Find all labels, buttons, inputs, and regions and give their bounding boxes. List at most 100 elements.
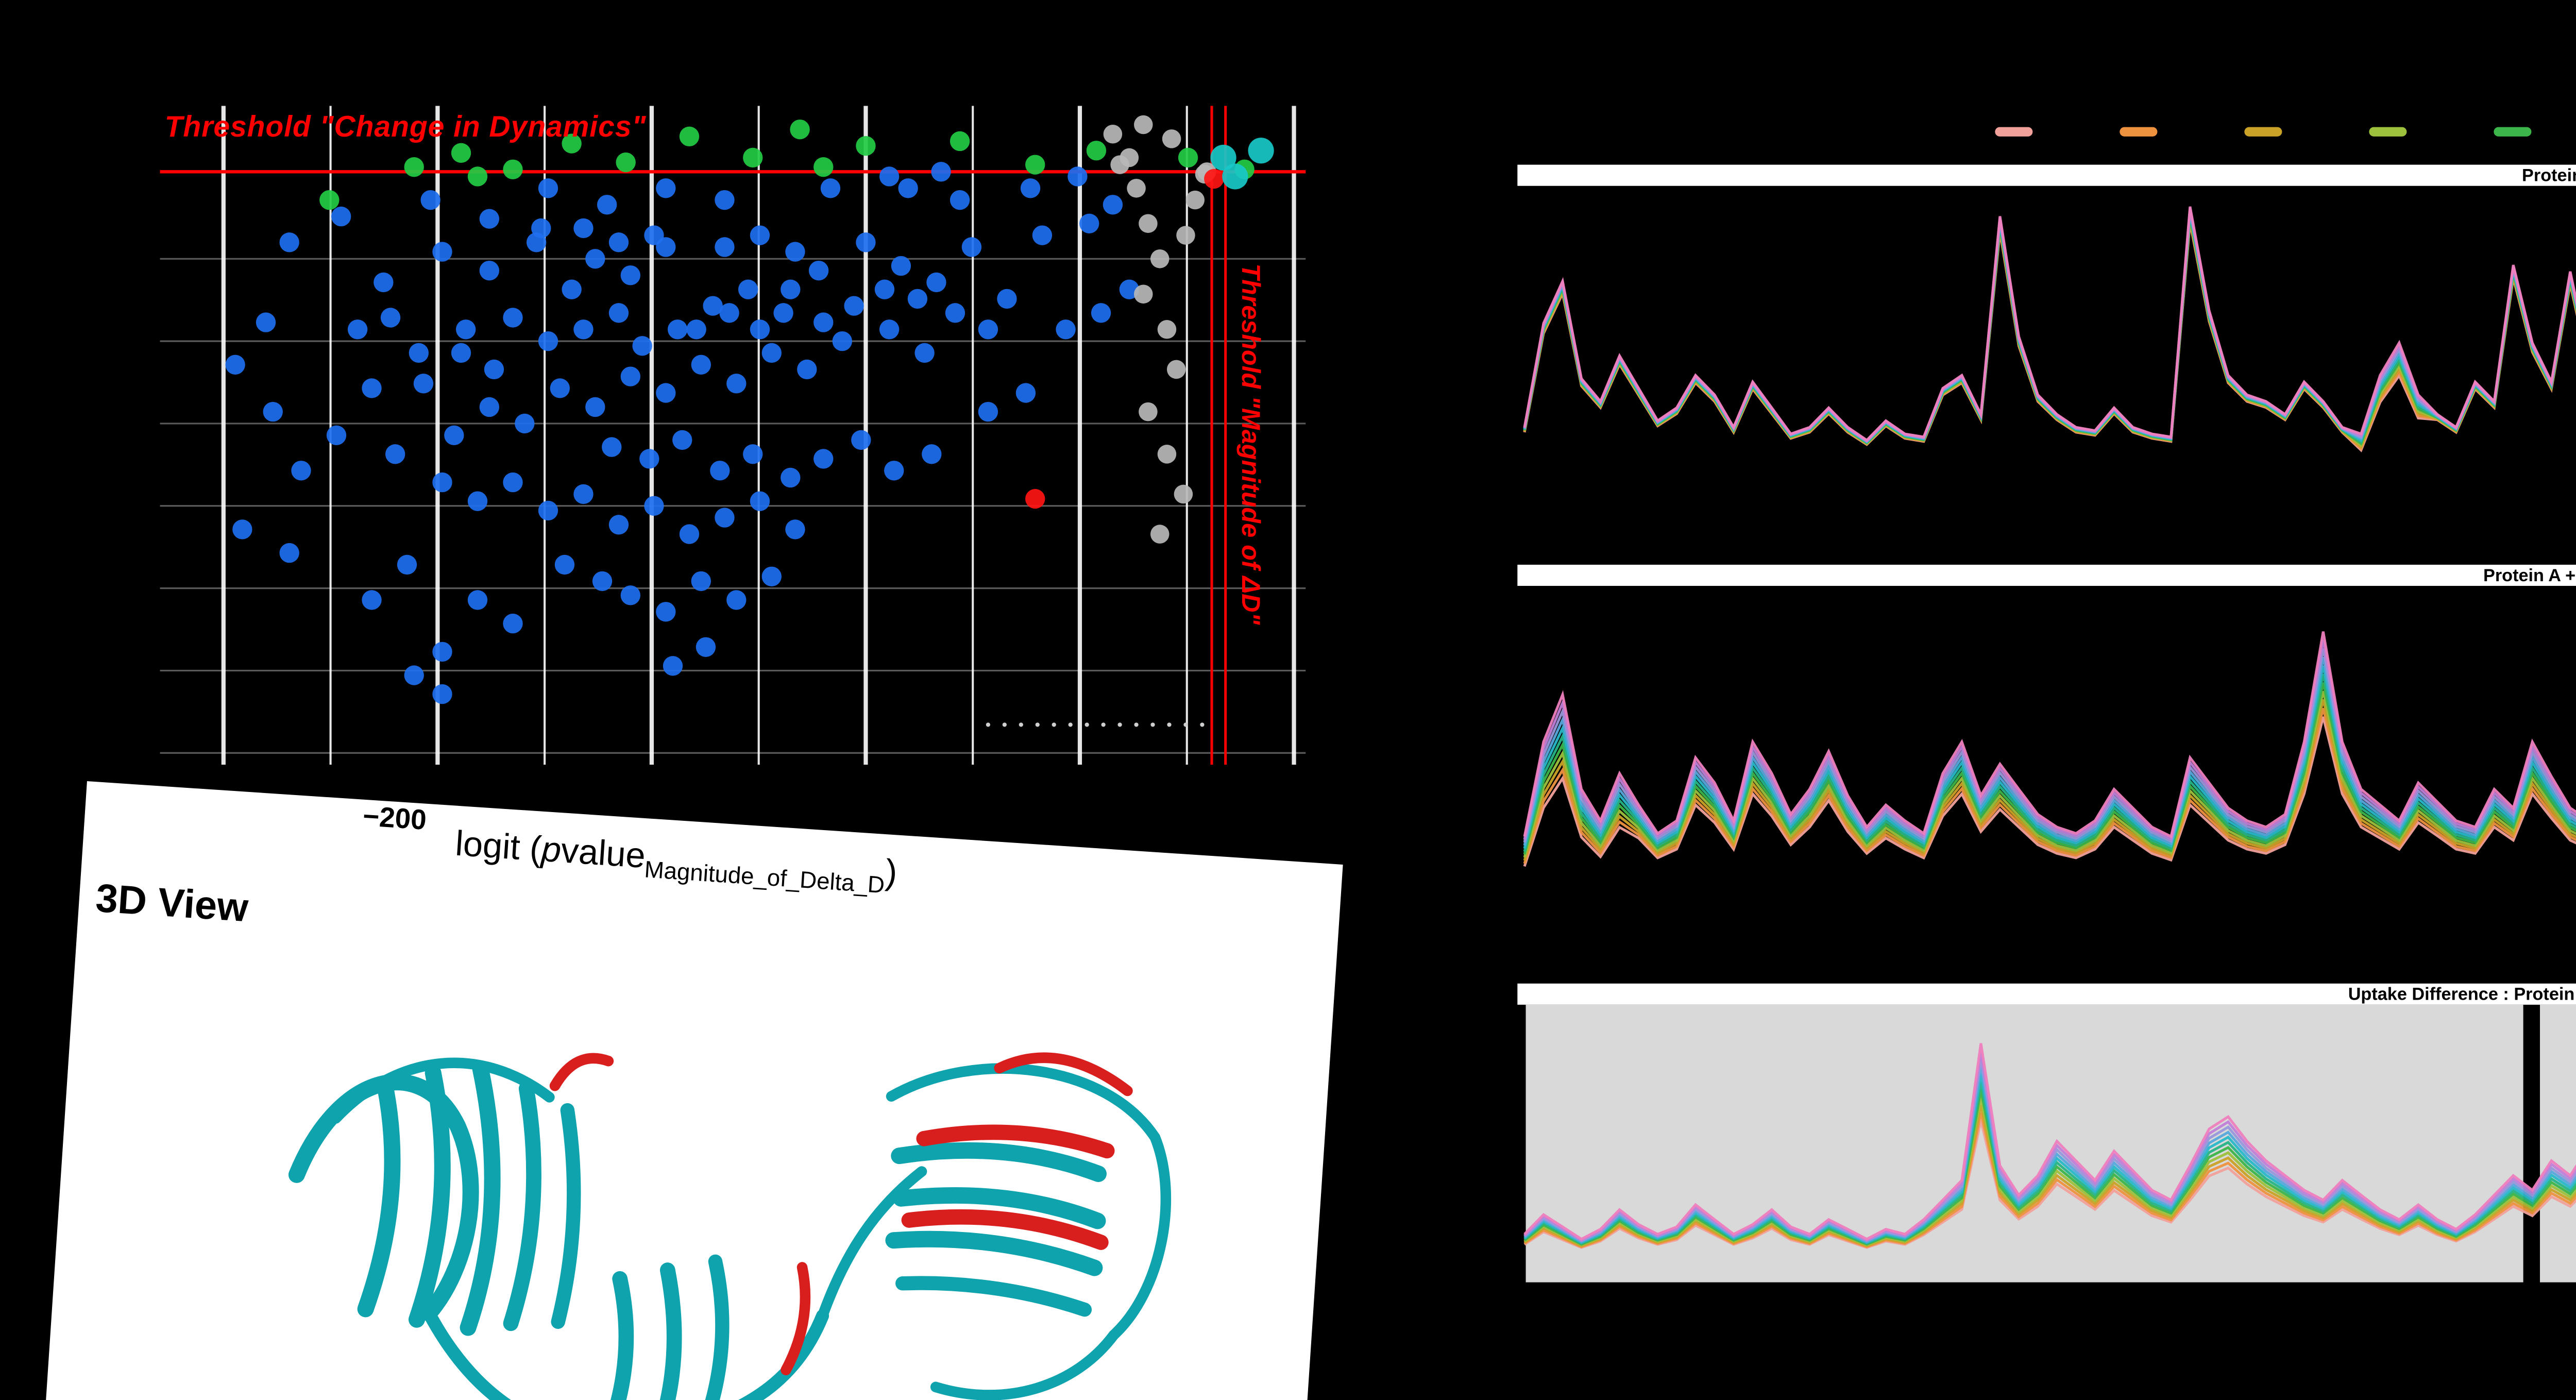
scatter-point-change-in-dynamics[interactable] bbox=[451, 143, 471, 163]
scatter-point-magnitude-significant[interactable] bbox=[1127, 179, 1146, 198]
scatter-point-non-significant[interactable] bbox=[444, 425, 464, 445]
scatter-point-change-in-dynamics[interactable] bbox=[679, 126, 700, 147]
scatter-point-non-significant[interactable] bbox=[814, 449, 834, 469]
scatter-point-non-significant[interactable] bbox=[550, 378, 570, 398]
scatter-point-non-significant[interactable] bbox=[326, 425, 347, 445]
scatter-point-non-significant[interactable] bbox=[874, 279, 895, 299]
scatter-point-non-significant[interactable] bbox=[279, 543, 299, 563]
scatter-point-change-in-dynamics[interactable] bbox=[404, 157, 424, 177]
scatter-point-non-significant[interactable] bbox=[531, 218, 551, 239]
scatter-point-magnitude-significant[interactable] bbox=[1185, 190, 1205, 210]
scatter-point-change-in-dynamics[interactable] bbox=[950, 131, 970, 151]
scatter-point-non-significant[interactable] bbox=[656, 178, 676, 198]
scatter-point-selected-cluster[interactable] bbox=[1210, 144, 1236, 171]
scatter-point-non-significant[interactable] bbox=[884, 461, 904, 481]
legend-swatch-0[interactable] bbox=[1995, 127, 2033, 136]
scatter-point-non-significant[interactable] bbox=[1079, 213, 1099, 233]
scatter-point-non-significant[interactable] bbox=[503, 613, 523, 634]
scatter-point-non-significant[interactable] bbox=[856, 232, 876, 252]
scatter-point-change-in-dynamics[interactable] bbox=[743, 147, 763, 168]
scatter-point-non-significant[interactable] bbox=[362, 378, 382, 398]
scatter-point-non-significant[interactable] bbox=[263, 401, 283, 422]
scatter-point-non-significant[interactable] bbox=[503, 308, 523, 328]
scatter-point-non-significant[interactable] bbox=[844, 296, 864, 316]
scatter-point-non-significant[interactable] bbox=[691, 571, 711, 592]
scatter-point-non-significant[interactable] bbox=[978, 319, 998, 340]
scatter-point-non-significant[interactable] bbox=[773, 303, 793, 323]
scatter-point-non-significant[interactable] bbox=[820, 178, 841, 198]
legend-swatch-1[interactable] bbox=[2120, 127, 2158, 136]
scatter-point-non-significant[interactable] bbox=[891, 256, 911, 276]
scatter-point-non-significant[interactable] bbox=[785, 242, 805, 262]
legend-swatch-4[interactable] bbox=[2494, 127, 2532, 136]
scatter-point-non-significant[interactable] bbox=[922, 444, 942, 464]
scatter-point-magnitude-significant[interactable] bbox=[1157, 445, 1177, 464]
scatter-point-magnitude-significant[interactable] bbox=[1103, 125, 1123, 144]
scatter-point-magnitude-significant[interactable] bbox=[1162, 129, 1181, 148]
scatter-point-change-in-dynamics[interactable] bbox=[856, 136, 876, 156]
scatter-point-non-significant[interactable] bbox=[667, 319, 688, 340]
scatter-point-magnitude-significant[interactable] bbox=[1134, 115, 1153, 134]
scatter-point-non-significant[interactable] bbox=[620, 366, 640, 386]
scatter-point-non-significant[interactable] bbox=[538, 331, 558, 351]
scatter-point-non-significant[interactable] bbox=[743, 444, 763, 464]
scatter-point-non-significant[interactable] bbox=[1103, 195, 1123, 215]
scatter-point-non-significant[interactable] bbox=[347, 319, 368, 340]
scatter-point-non-significant[interactable] bbox=[715, 237, 735, 257]
scatter-point-magnitude-significant[interactable] bbox=[1134, 284, 1153, 304]
scatter-point-non-significant[interactable] bbox=[380, 308, 401, 328]
scatter-point-non-significant[interactable] bbox=[1032, 225, 1053, 245]
scatter-point-non-significant[interactable] bbox=[397, 554, 417, 575]
scatter-point-non-significant[interactable] bbox=[715, 508, 735, 528]
scatter-point-non-significant[interactable] bbox=[879, 166, 900, 187]
scatter-point-non-significant[interactable] bbox=[1067, 166, 1088, 187]
scatter-point-non-significant[interactable] bbox=[726, 374, 747, 394]
scatter-point-change-in-dynamics[interactable] bbox=[562, 133, 582, 154]
scatter-point-magnitude-significant[interactable] bbox=[1174, 484, 1193, 504]
scatter-point-non-significant[interactable] bbox=[632, 336, 652, 356]
scatter-point-non-significant[interactable] bbox=[538, 500, 558, 521]
scatter-point-non-significant[interactable] bbox=[691, 355, 711, 375]
scatter-point-change-in-dynamics[interactable] bbox=[503, 159, 523, 179]
scatter-point-non-significant[interactable] bbox=[1056, 319, 1076, 340]
scatter-point-non-significant[interactable] bbox=[931, 162, 951, 182]
scatter-point-selected-cluster[interactable] bbox=[1222, 163, 1248, 190]
scatter-point-change-in-dynamics[interactable] bbox=[1086, 141, 1107, 161]
scatter-point-non-significant[interactable] bbox=[644, 225, 664, 245]
scatter-point-non-significant[interactable] bbox=[467, 491, 488, 511]
scatter-point-non-significant[interactable] bbox=[926, 272, 946, 293]
scatter-point-non-significant[interactable] bbox=[592, 571, 613, 592]
scatter-point-non-significant[interactable] bbox=[679, 524, 700, 544]
scatter-point-non-significant[interactable] bbox=[432, 472, 452, 493]
scatter-point-non-significant[interactable] bbox=[644, 496, 664, 516]
scatter-point-non-significant[interactable] bbox=[978, 401, 998, 422]
scatter-point-magnitude-significant[interactable] bbox=[1139, 214, 1158, 233]
scatter-point-non-significant[interactable] bbox=[997, 289, 1017, 309]
scatter-point-change-in-dynamics[interactable] bbox=[1025, 155, 1045, 175]
scatter-point-magnitude-significant[interactable] bbox=[1157, 320, 1177, 339]
scatter-point-non-significant[interactable] bbox=[950, 190, 970, 210]
scatter-point-non-significant[interactable] bbox=[750, 491, 770, 511]
scatter-point-magnitude-significant[interactable] bbox=[1166, 360, 1186, 379]
scatter-point-non-significant[interactable] bbox=[832, 331, 852, 351]
scatter-point-non-significant[interactable] bbox=[914, 343, 935, 363]
scatter-point-non-significant[interactable] bbox=[232, 519, 252, 539]
scatter-point-non-significant[interactable] bbox=[761, 343, 782, 363]
scatter-point-non-significant[interactable] bbox=[573, 218, 594, 239]
scatter-point-non-significant[interactable] bbox=[785, 519, 805, 539]
scatter-point-change-in-dynamics[interactable] bbox=[790, 119, 810, 140]
scatter-point-non-significant[interactable] bbox=[719, 303, 739, 323]
scatter-point-non-significant[interactable] bbox=[814, 312, 834, 332]
scatter-point-non-significant[interactable] bbox=[1015, 383, 1036, 403]
scatter-point-change-in-dynamics[interactable] bbox=[319, 190, 340, 210]
scatter-point-non-significant[interactable] bbox=[455, 319, 476, 340]
scatter-point-non-significant[interactable] bbox=[703, 296, 723, 316]
scatter-point-non-significant[interactable] bbox=[585, 249, 605, 269]
scatter-point-non-significant[interactable] bbox=[898, 178, 918, 198]
scatter-point-change-in-dynamics[interactable] bbox=[814, 157, 834, 177]
scatter-point-magnitude-significant[interactable] bbox=[1176, 226, 1195, 245]
scatter-point-non-significant[interactable] bbox=[620, 585, 640, 605]
scatter-point-non-significant[interactable] bbox=[602, 437, 622, 457]
scatter-point-non-significant[interactable] bbox=[750, 225, 770, 245]
protein-ribbon-view[interactable] bbox=[172, 944, 1215, 1400]
